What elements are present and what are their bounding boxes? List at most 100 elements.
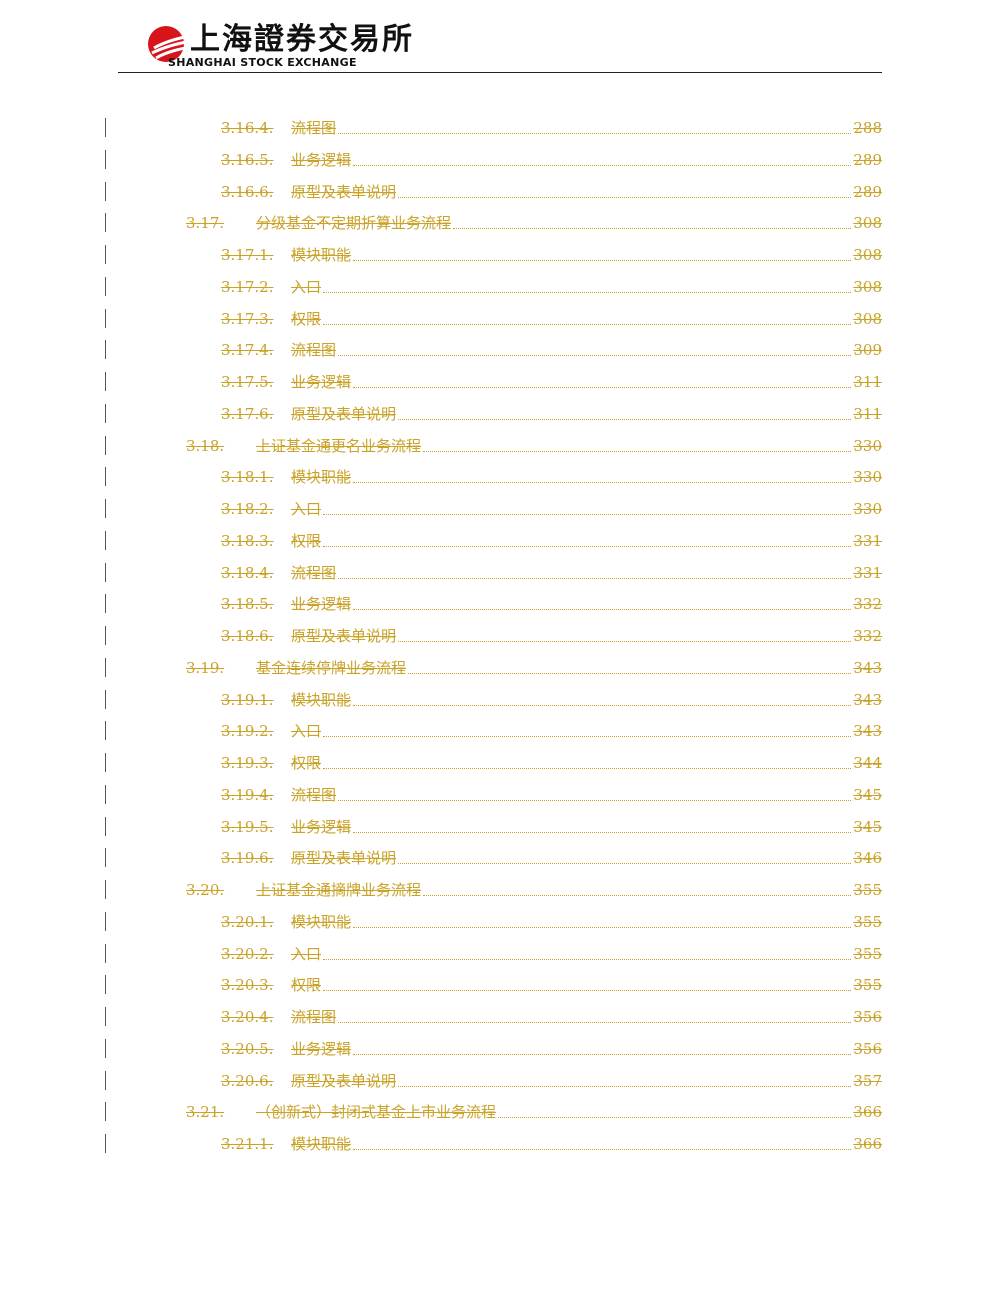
revision-bar bbox=[105, 403, 106, 423]
toc-dot-leader bbox=[498, 1117, 852, 1119]
revision-bar bbox=[105, 880, 106, 899]
toc-entry-link[interactable]: 3.16.4. 流程图 288 bbox=[221, 118, 882, 138]
toc-entry-link[interactable]: 3.17. 分级基金不定期折算业务流程 308 bbox=[186, 213, 882, 233]
toc-entry-title: 业务逻辑 bbox=[291, 150, 352, 169]
toc-entry-number: 3.20.3. bbox=[221, 976, 274, 995]
toc-entry-link[interactable]: 3.20.5. 业务逻辑 356 bbox=[221, 1039, 882, 1059]
revision-bar bbox=[105, 276, 106, 296]
toc-entry-link[interactable]: 3.17.3. 权限 308 bbox=[221, 309, 882, 329]
toc-entry-page: 331 bbox=[853, 563, 882, 582]
revision-bar bbox=[105, 721, 106, 741]
toc-entry-page: 332 bbox=[853, 595, 882, 614]
toc-entry-link[interactable]: 3.20.1. 模块职能 355 bbox=[221, 912, 882, 932]
toc-entry-page: 366 bbox=[853, 1103, 882, 1122]
toc-entry-page: 308 bbox=[853, 277, 882, 296]
toc-entry-number: 3.16.4. bbox=[221, 119, 274, 137]
toc-entry-link[interactable]: 3.19.6. 原型及表单说明 346 bbox=[221, 848, 882, 868]
toc-entry-link[interactable]: 3.18.3. 权限 331 bbox=[221, 531, 882, 551]
toc-row: 3.18. 上证基金通更名业务流程 330 bbox=[0, 430, 1000, 462]
toc-entry-title: 模块职能 bbox=[291, 246, 352, 264]
toc-entry-title: 权限 bbox=[291, 309, 322, 328]
toc-dot-leader bbox=[353, 1053, 852, 1055]
toc-entry-link[interactable]: 3.20. 上证基金通摘牌业务流程 355 bbox=[186, 880, 882, 900]
revision-bar bbox=[105, 499, 106, 518]
toc-entry-link[interactable]: 3.20.3. 权限 355 bbox=[221, 975, 882, 995]
revision-bar bbox=[105, 657, 106, 677]
toc-entry-link[interactable]: 3.19.2. 入口 343 bbox=[221, 721, 882, 741]
toc-entry-page: 331 bbox=[853, 531, 882, 550]
toc-entry-link[interactable]: 3.21. （创新式）封闭式基金上市业务流程 366 bbox=[186, 1102, 882, 1122]
toc-entry-link[interactable]: 3.18. 上证基金通更名业务流程 330 bbox=[186, 436, 882, 456]
toc-dot-leader bbox=[353, 926, 852, 928]
toc-dot-leader bbox=[338, 133, 852, 134]
toc-entry-number: 3.17.3. bbox=[221, 309, 274, 328]
toc-entry-link[interactable]: 3.18.1. 模块职能 330 bbox=[221, 467, 882, 487]
toc-entry-link[interactable]: 3.20.4. 流程图 356 bbox=[221, 1007, 882, 1027]
toc-entry-title: 原型及表单说明 bbox=[291, 182, 397, 201]
toc-row: 3.18.6. 原型及表单说明 332 bbox=[0, 620, 1000, 652]
toc-entry-link[interactable]: 3.17.4. 流程图 309 bbox=[221, 340, 882, 360]
toc-dot-leader bbox=[338, 577, 852, 579]
toc-entry-number: 3.20.1. bbox=[221, 912, 274, 931]
toc-entry-link[interactable]: 3.17.2. 入口 308 bbox=[221, 277, 882, 297]
toc-entry-page: 330 bbox=[853, 500, 882, 518]
toc-entry-number: 3.20.4. bbox=[221, 1008, 274, 1026]
toc-entry-link[interactable]: 3.17.1. 模块职能 308 bbox=[221, 245, 882, 265]
toc-dot-leader bbox=[338, 1022, 852, 1023]
toc-entry-page: 332 bbox=[853, 627, 882, 645]
toc-entry-title: 原型及表单说明 bbox=[291, 849, 397, 868]
toc-dot-leader bbox=[398, 196, 852, 198]
toc-entry-link[interactable]: 3.19.1. 模块职能 343 bbox=[221, 690, 882, 710]
toc-entry-link[interactable]: 3.17.5. 业务逻辑 311 bbox=[221, 372, 882, 392]
toc-entry-link[interactable]: 3.18.2. 入口 330 bbox=[221, 499, 882, 519]
toc-entry-link[interactable]: 3.20.2. 入口 355 bbox=[221, 944, 882, 964]
toc-row: 3.17.2. 入口 308 bbox=[0, 271, 1000, 303]
revision-bar bbox=[105, 1007, 106, 1026]
toc-entry-title: 原型及表单说明 bbox=[291, 627, 397, 645]
toc-row: 3.19. 基金连续停牌业务流程 343 bbox=[0, 652, 1000, 684]
toc-entry-page: 344 bbox=[853, 754, 882, 772]
toc-dot-leader bbox=[353, 831, 852, 833]
toc-entry-link[interactable]: 3.19.5. 业务逻辑 345 bbox=[221, 817, 882, 837]
toc-entry-number: 3.18.6. bbox=[221, 627, 274, 645]
toc-entry-page: 356 bbox=[853, 1039, 882, 1058]
toc-entry-link[interactable]: 3.17.6. 原型及表单说明 311 bbox=[221, 404, 882, 424]
toc-row: 3.17. 分级基金不定期折算业务流程 308 bbox=[0, 207, 1000, 239]
toc-entry-page: 288 bbox=[853, 119, 882, 137]
revision-bar bbox=[105, 530, 106, 550]
toc-entry-number: 3.17.2. bbox=[221, 277, 274, 296]
toc-dot-leader bbox=[453, 228, 852, 230]
toc-entry-link[interactable]: 3.18.6. 原型及表单说明 332 bbox=[221, 626, 882, 646]
toc-row: 3.20.5. 业务逻辑 356 bbox=[0, 1033, 1000, 1065]
toc-entry-link[interactable]: 3.20.6. 原型及表单说明 357 bbox=[221, 1071, 882, 1091]
toc-entry-page: 345 bbox=[853, 785, 882, 804]
toc-entry-link[interactable]: 3.19. 基金连续停牌业务流程 343 bbox=[186, 658, 882, 678]
toc-dot-leader bbox=[353, 1149, 852, 1150]
toc-dot-leader bbox=[353, 164, 852, 166]
revision-bar bbox=[105, 118, 106, 137]
toc-entry-link[interactable]: 3.16.6. 原型及表单说明 289 bbox=[221, 182, 882, 202]
toc-entry-title: 入口 bbox=[291, 944, 322, 963]
toc-entry-page: 308 bbox=[853, 246, 882, 264]
toc-row: 3.19.3. 权限 344 bbox=[0, 747, 1000, 779]
toc-row: 3.18.2. 入口 330 bbox=[0, 493, 1000, 525]
toc-entry-link[interactable]: 3.19.3. 权限 344 bbox=[221, 753, 882, 773]
toc-dot-leader bbox=[423, 895, 852, 896]
toc-entry-link[interactable]: 3.21.1. 模块职能 366 bbox=[221, 1134, 882, 1154]
toc-entry-link[interactable]: 3.19.4. 流程图 345 bbox=[221, 785, 882, 805]
toc-entry-number: 3.16.6. bbox=[221, 182, 274, 201]
revision-bar bbox=[105, 308, 106, 328]
toc-row: 3.17.1. 模块职能 308 bbox=[0, 239, 1000, 271]
toc-entry-link[interactable]: 3.16.5. 业务逻辑 289 bbox=[221, 150, 882, 170]
toc-entry-page: 355 bbox=[853, 944, 882, 963]
toc-entry-number: 3.17.4. bbox=[221, 341, 274, 360]
toc-entry-link[interactable]: 3.18.4. 流程图 331 bbox=[221, 563, 882, 583]
toc-entry-number: 3.17.1. bbox=[221, 246, 274, 264]
toc-row: 3.20.6. 原型及表单说明 357 bbox=[0, 1065, 1000, 1097]
toc-entry-link[interactable]: 3.18.5. 业务逻辑 332 bbox=[221, 594, 882, 614]
sse-logo-icon bbox=[148, 26, 193, 62]
toc-entry-page: 355 bbox=[853, 881, 882, 899]
toc-entry-title: 权限 bbox=[291, 754, 322, 772]
toc-entry-title: （创新式）封闭式基金上市业务流程 bbox=[256, 1103, 497, 1122]
toc-row: 3.20.4. 流程图 356 bbox=[0, 1001, 1000, 1033]
